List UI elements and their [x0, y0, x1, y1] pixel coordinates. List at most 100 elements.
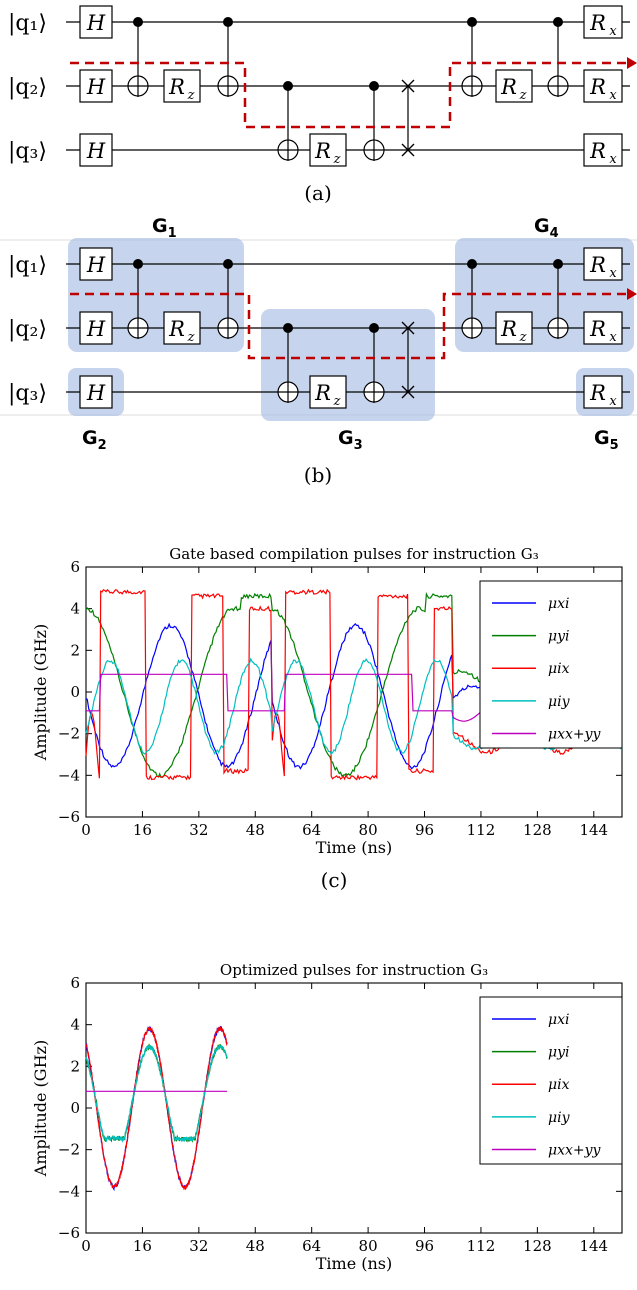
- group-label-g2: G2: [82, 427, 107, 453]
- partition-line: [70, 292, 628, 360]
- h-gate: H: [79, 5, 113, 39]
- swap-gate: [401, 79, 415, 157]
- legend-label: μix: [548, 1077, 570, 1093]
- x-axis-label: Time (ns): [316, 1254, 393, 1273]
- cnot-gate: [217, 17, 239, 97]
- y-axis-label: Amplitude (GHz): [31, 1040, 50, 1177]
- x-tick-label: 32: [189, 1237, 208, 1255]
- svg-text:R: R: [589, 11, 606, 35]
- legend-label: μxi: [548, 1012, 569, 1028]
- x-tick-label: 80: [359, 821, 378, 839]
- svg-text:z: z: [333, 394, 341, 409]
- qubit-label-q2: |q₂⟩: [8, 317, 47, 342]
- y-tick-label: 0: [70, 1099, 80, 1117]
- svg-text:z: z: [333, 152, 341, 167]
- panel-caption: (c): [321, 868, 348, 892]
- x-tick-label: 112: [467, 821, 496, 839]
- svg-text:R: R: [589, 75, 606, 99]
- svg-text:R: R: [500, 75, 517, 99]
- y-tick-label: −2: [58, 725, 80, 743]
- group-label-g5: G5: [594, 427, 619, 453]
- group-label-g3: G3: [338, 427, 363, 453]
- x-tick-label: 0: [81, 821, 91, 839]
- cnot-gate: [461, 17, 483, 97]
- svg-text:x: x: [609, 394, 617, 409]
- y-tick-label: −6: [58, 808, 80, 826]
- legend-label: μyi: [548, 1045, 570, 1061]
- svg-text:R: R: [589, 139, 606, 163]
- cnot-gate: [547, 17, 569, 97]
- legend-label: μxi: [548, 596, 569, 612]
- y-tick-label: 6: [70, 974, 80, 992]
- svg-text:x: x: [609, 88, 617, 103]
- y-tick-label: −4: [58, 1182, 80, 1200]
- legend-box: [479, 996, 623, 1165]
- svg-text:x: x: [609, 266, 617, 281]
- x-tick-label: 16: [133, 1237, 152, 1255]
- legend-label: μyi: [548, 629, 570, 645]
- svg-text:x: x: [609, 24, 617, 39]
- swap-gate: [401, 321, 415, 399]
- svg-text:R: R: [314, 381, 331, 405]
- x-tick-label: 16: [133, 821, 152, 839]
- chart-title: Optimized pulses for instruction G₃: [220, 961, 488, 979]
- x-tick-label: 64: [302, 1237, 321, 1255]
- svg-text:z: z: [187, 330, 195, 345]
- x-tick-label: 48: [246, 821, 265, 839]
- x-tick-label: 48: [246, 1237, 265, 1255]
- svg-text:x: x: [609, 330, 617, 345]
- legend-label: μiy: [548, 694, 571, 710]
- qubit-label-q1: |q₁⟩: [8, 11, 47, 36]
- y-tick-label: 6: [70, 558, 80, 576]
- cnot-gate: [127, 259, 149, 339]
- cnot-gate: [127, 17, 149, 97]
- legend-label: μix: [548, 661, 570, 677]
- chart-c: Gate based compilation pulses for instru…: [31, 545, 623, 892]
- svg-text:R: R: [168, 317, 185, 341]
- group-g3-box: [261, 309, 435, 421]
- h-gate: H: [79, 375, 113, 409]
- svg-text:R: R: [589, 317, 606, 341]
- cnot-gate: [277, 323, 299, 403]
- x-tick-label: 64: [302, 821, 321, 839]
- x-axis-label: Time (ns): [316, 838, 393, 857]
- series-line: [85, 1026, 228, 1191]
- h-gate: H: [79, 133, 113, 167]
- y-axis-label: Amplitude (GHz): [31, 624, 50, 761]
- legend-label: μiy: [548, 1110, 571, 1126]
- svg-text:H: H: [86, 317, 106, 341]
- arrow-head-icon: [627, 57, 637, 69]
- y-tick-label: 4: [70, 600, 80, 618]
- svg-text:z: z: [187, 88, 195, 103]
- series-line: [85, 1043, 228, 1143]
- svg-text:R: R: [589, 253, 606, 277]
- y-tick-label: 2: [70, 641, 80, 659]
- svg-text:x: x: [609, 152, 617, 167]
- partition-line: [70, 61, 628, 129]
- chart-d: Optimized pulses for instruction G₃ 0 16 32…: [31, 961, 623, 1290]
- svg-text:R: R: [314, 139, 331, 163]
- cnot-gate: [363, 323, 385, 403]
- arrow-head-icon: [627, 288, 637, 300]
- cnot-gate: [363, 81, 385, 161]
- h-gate: H: [79, 247, 113, 281]
- y-tick-label: 4: [70, 1016, 80, 1034]
- cnot-gate: [217, 259, 239, 339]
- svg-text:z: z: [519, 88, 527, 103]
- panel-a-caption: (a): [304, 181, 332, 205]
- svg-text:R: R: [589, 381, 606, 405]
- series-line: [85, 1025, 228, 1192]
- svg-text:R: R: [500, 317, 517, 341]
- x-tick-label: 144: [579, 821, 608, 839]
- panel-b-caption: (b): [304, 463, 332, 487]
- group-label-g1: G1: [152, 215, 177, 241]
- x-tick-label: 128: [523, 821, 552, 839]
